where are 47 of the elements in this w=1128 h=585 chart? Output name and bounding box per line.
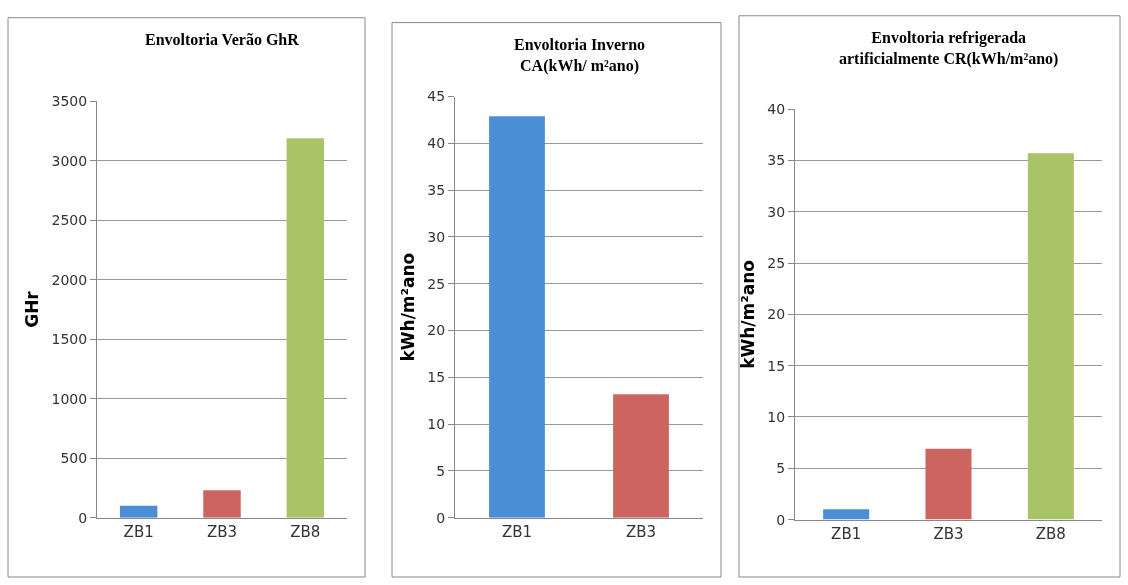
y-axis-title: kWh/m²ano bbox=[397, 252, 418, 362]
y-tick-label: 20 bbox=[767, 306, 786, 323]
y-tick-label: 5 bbox=[776, 460, 786, 477]
y-tick-label: 25 bbox=[427, 275, 446, 292]
x-tick-label: ZB8 bbox=[290, 522, 321, 541]
y-tick-label: 1000 bbox=[51, 390, 88, 407]
y-tick-label: 45 bbox=[427, 88, 446, 105]
bar bbox=[925, 448, 972, 520]
bar bbox=[203, 490, 241, 518]
y-tick-label: 40 bbox=[427, 135, 446, 152]
x-tick-label: ZB1 bbox=[831, 524, 862, 543]
y-tick-label: 3000 bbox=[51, 152, 88, 169]
y-tick-label: 10 bbox=[427, 415, 446, 432]
y-tick-label: 35 bbox=[767, 152, 786, 169]
y-tick-label: 500 bbox=[60, 450, 88, 467]
bar bbox=[286, 138, 325, 518]
y-tick-label: 3500 bbox=[51, 93, 88, 110]
y-tick-label: 35 bbox=[427, 182, 446, 198]
y-tick-label: 0 bbox=[78, 509, 88, 526]
y-axis-title: GHr bbox=[22, 290, 43, 328]
y-tick-label: 40 bbox=[767, 101, 786, 118]
y-tick-label: 30 bbox=[767, 203, 786, 220]
y-tick-label: 2500 bbox=[51, 212, 88, 229]
y-tick-label: 10 bbox=[767, 408, 786, 425]
chart-title: Envoltoria Verão GhR bbox=[145, 31, 300, 48]
bar bbox=[823, 509, 870, 520]
x-tick-label: ZB1 bbox=[123, 522, 154, 541]
y-tick-label: 25 bbox=[767, 254, 786, 271]
bar bbox=[1027, 153, 1074, 520]
x-tick-label: ZB3 bbox=[206, 522, 238, 541]
bar bbox=[119, 505, 158, 518]
y-axis-title: kWh/m²ano bbox=[737, 259, 758, 369]
y-tick-label: 30 bbox=[427, 228, 446, 245]
y-tick-label: 15 bbox=[767, 357, 786, 374]
y-tick-label: 2000 bbox=[51, 271, 88, 288]
chart-title: Envoltoria Inverno CA(kWh/ m²ano) bbox=[514, 36, 646, 75]
y-tick-label: 20 bbox=[427, 322, 446, 339]
x-tick-label: ZB3 bbox=[625, 522, 657, 541]
y-tick-label: 1500 bbox=[51, 331, 88, 348]
y-tick-label: 0 bbox=[436, 509, 446, 526]
x-tick-label: ZB3 bbox=[933, 524, 964, 543]
y-tick-label: 15 bbox=[427, 369, 446, 386]
y-tick-label: 0 bbox=[776, 511, 786, 528]
x-tick-label: ZB1 bbox=[501, 522, 533, 541]
chart-title: Envoltoria refrigerada artificialmente CR(kWh/m²ano) bbox=[839, 29, 1059, 68]
x-tick-label: ZB8 bbox=[1035, 524, 1066, 543]
y-tick-label: 5 bbox=[436, 462, 446, 479]
